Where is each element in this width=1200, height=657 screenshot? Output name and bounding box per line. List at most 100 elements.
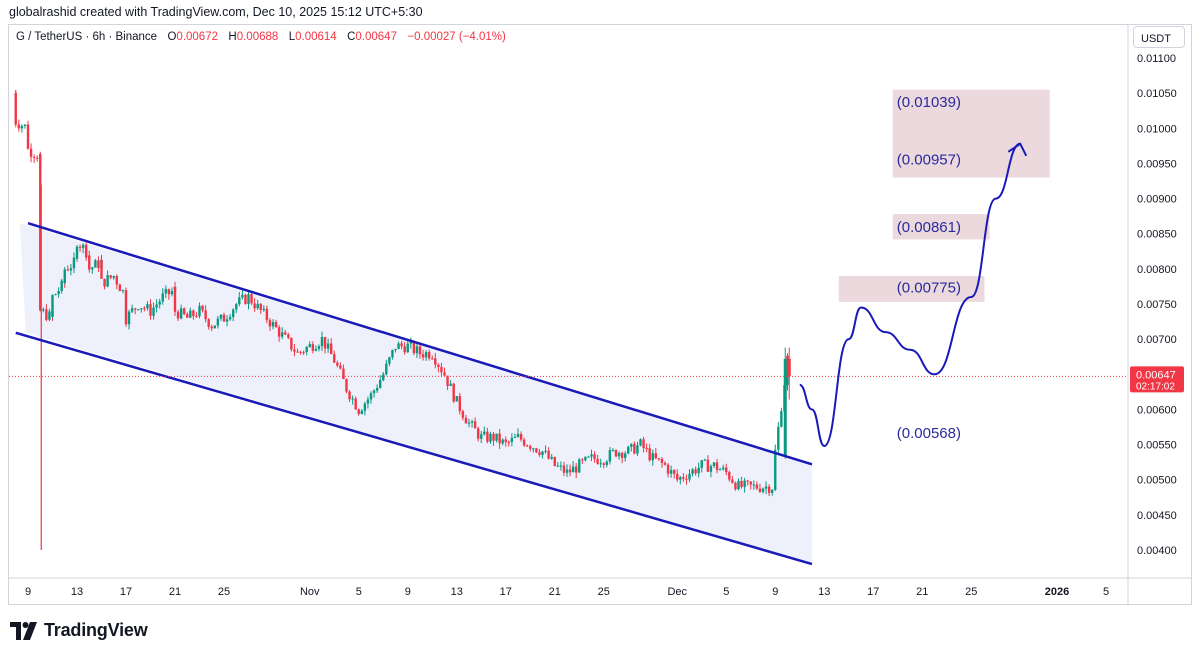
candle-body <box>336 362 339 366</box>
candle-body <box>774 484 777 490</box>
candle-body <box>247 294 250 304</box>
candle-body <box>700 460 703 468</box>
candle-body <box>617 452 621 457</box>
tradingview-logo-icon <box>10 621 37 640</box>
candle-body <box>676 473 679 480</box>
candle-body <box>712 462 716 467</box>
currency-selector[interactable] <box>1133 26 1185 48</box>
candle-body <box>752 484 756 486</box>
target-zone <box>892 214 990 240</box>
candle-body <box>253 303 256 309</box>
candle-body <box>348 391 351 400</box>
candle-body <box>743 480 746 488</box>
candle-body <box>265 308 269 321</box>
candle-body <box>238 297 241 305</box>
candle-body <box>608 450 612 462</box>
candle-body <box>369 393 373 400</box>
candle-body <box>437 364 440 367</box>
candle-body <box>192 310 195 316</box>
candle-body <box>489 433 492 442</box>
x-tick-label: 5 <box>1103 586 1109 598</box>
brand-name: TradingView <box>44 620 148 640</box>
candle-body <box>688 473 691 480</box>
candle-body <box>235 304 238 310</box>
chart-frame <box>8 24 1192 605</box>
candle-body <box>605 461 609 465</box>
candle-body <box>320 337 324 347</box>
candle-body <box>149 304 152 316</box>
candle-body <box>213 325 217 329</box>
x-tick-label: 25 <box>598 586 610 598</box>
candle-body <box>709 466 713 472</box>
high-value: 0.00688 <box>236 31 279 43</box>
candle-body <box>17 124 21 129</box>
last-price-tag-value: 0.00647 <box>1136 369 1176 381</box>
candle-body <box>786 355 789 372</box>
candle-body <box>57 291 60 295</box>
x-tick-label: 13 <box>818 586 830 598</box>
candle-body <box>593 454 596 459</box>
candle-body <box>45 309 48 320</box>
candle-body <box>464 417 468 424</box>
candle-body <box>198 305 201 317</box>
candle-body <box>106 275 109 287</box>
candle-body <box>746 480 749 482</box>
candle-body <box>663 462 667 465</box>
y-tick-label: 0.00400 <box>1137 545 1177 557</box>
candle-body <box>268 320 272 327</box>
y-tick-label: 0.00850 <box>1137 229 1177 241</box>
channel-fill <box>20 223 812 565</box>
high-label: H <box>228 31 237 43</box>
x-tick-label: 25 <box>218 586 230 598</box>
candle-body <box>351 398 354 400</box>
candle-body <box>323 337 327 349</box>
candle-body <box>492 433 495 441</box>
candle-body <box>556 465 560 467</box>
candle-body <box>774 449 777 485</box>
candle-body <box>26 124 30 132</box>
target-label: (0.01039) <box>897 94 961 111</box>
candle-body <box>706 459 710 472</box>
candle-body <box>140 308 143 310</box>
candle-body <box>241 294 244 298</box>
candle-body <box>152 307 155 316</box>
candle-body <box>694 469 697 474</box>
last-candle-body <box>787 358 791 377</box>
candle-body <box>483 431 486 435</box>
close-label: C <box>347 31 356 43</box>
candle-body <box>329 343 333 355</box>
x-tick-label: 13 <box>71 586 83 598</box>
candle-body <box>504 439 507 443</box>
candle-body <box>553 456 556 466</box>
candle-body <box>176 311 180 319</box>
candle-body <box>633 443 636 454</box>
candle-body <box>516 433 520 437</box>
candle-body <box>758 488 762 492</box>
candle-body <box>216 318 220 326</box>
x-tick-label: 21 <box>916 586 928 598</box>
candle-body <box>725 467 728 473</box>
x-tick-label: 17 <box>500 586 512 598</box>
candle-body <box>115 276 119 285</box>
candle-body <box>354 398 357 410</box>
candle-body <box>587 456 590 458</box>
candle-body <box>501 439 504 444</box>
candle-body <box>731 479 734 483</box>
candle-body <box>522 439 526 446</box>
candle-body <box>317 346 321 349</box>
candle-body <box>461 411 465 418</box>
candle-body <box>400 343 403 347</box>
candle-body <box>143 308 146 310</box>
candle-body <box>69 268 73 271</box>
candle-body <box>158 301 161 305</box>
candle-body <box>308 344 311 348</box>
tradingview-logo[interactable]: TradingView <box>10 620 148 641</box>
candle-body <box>91 267 94 270</box>
candle-body <box>630 443 633 447</box>
low-label: L <box>288 31 296 43</box>
candle-body <box>97 260 100 268</box>
candle-body <box>568 469 572 473</box>
candle-body <box>611 450 615 452</box>
candle-body <box>562 465 566 473</box>
